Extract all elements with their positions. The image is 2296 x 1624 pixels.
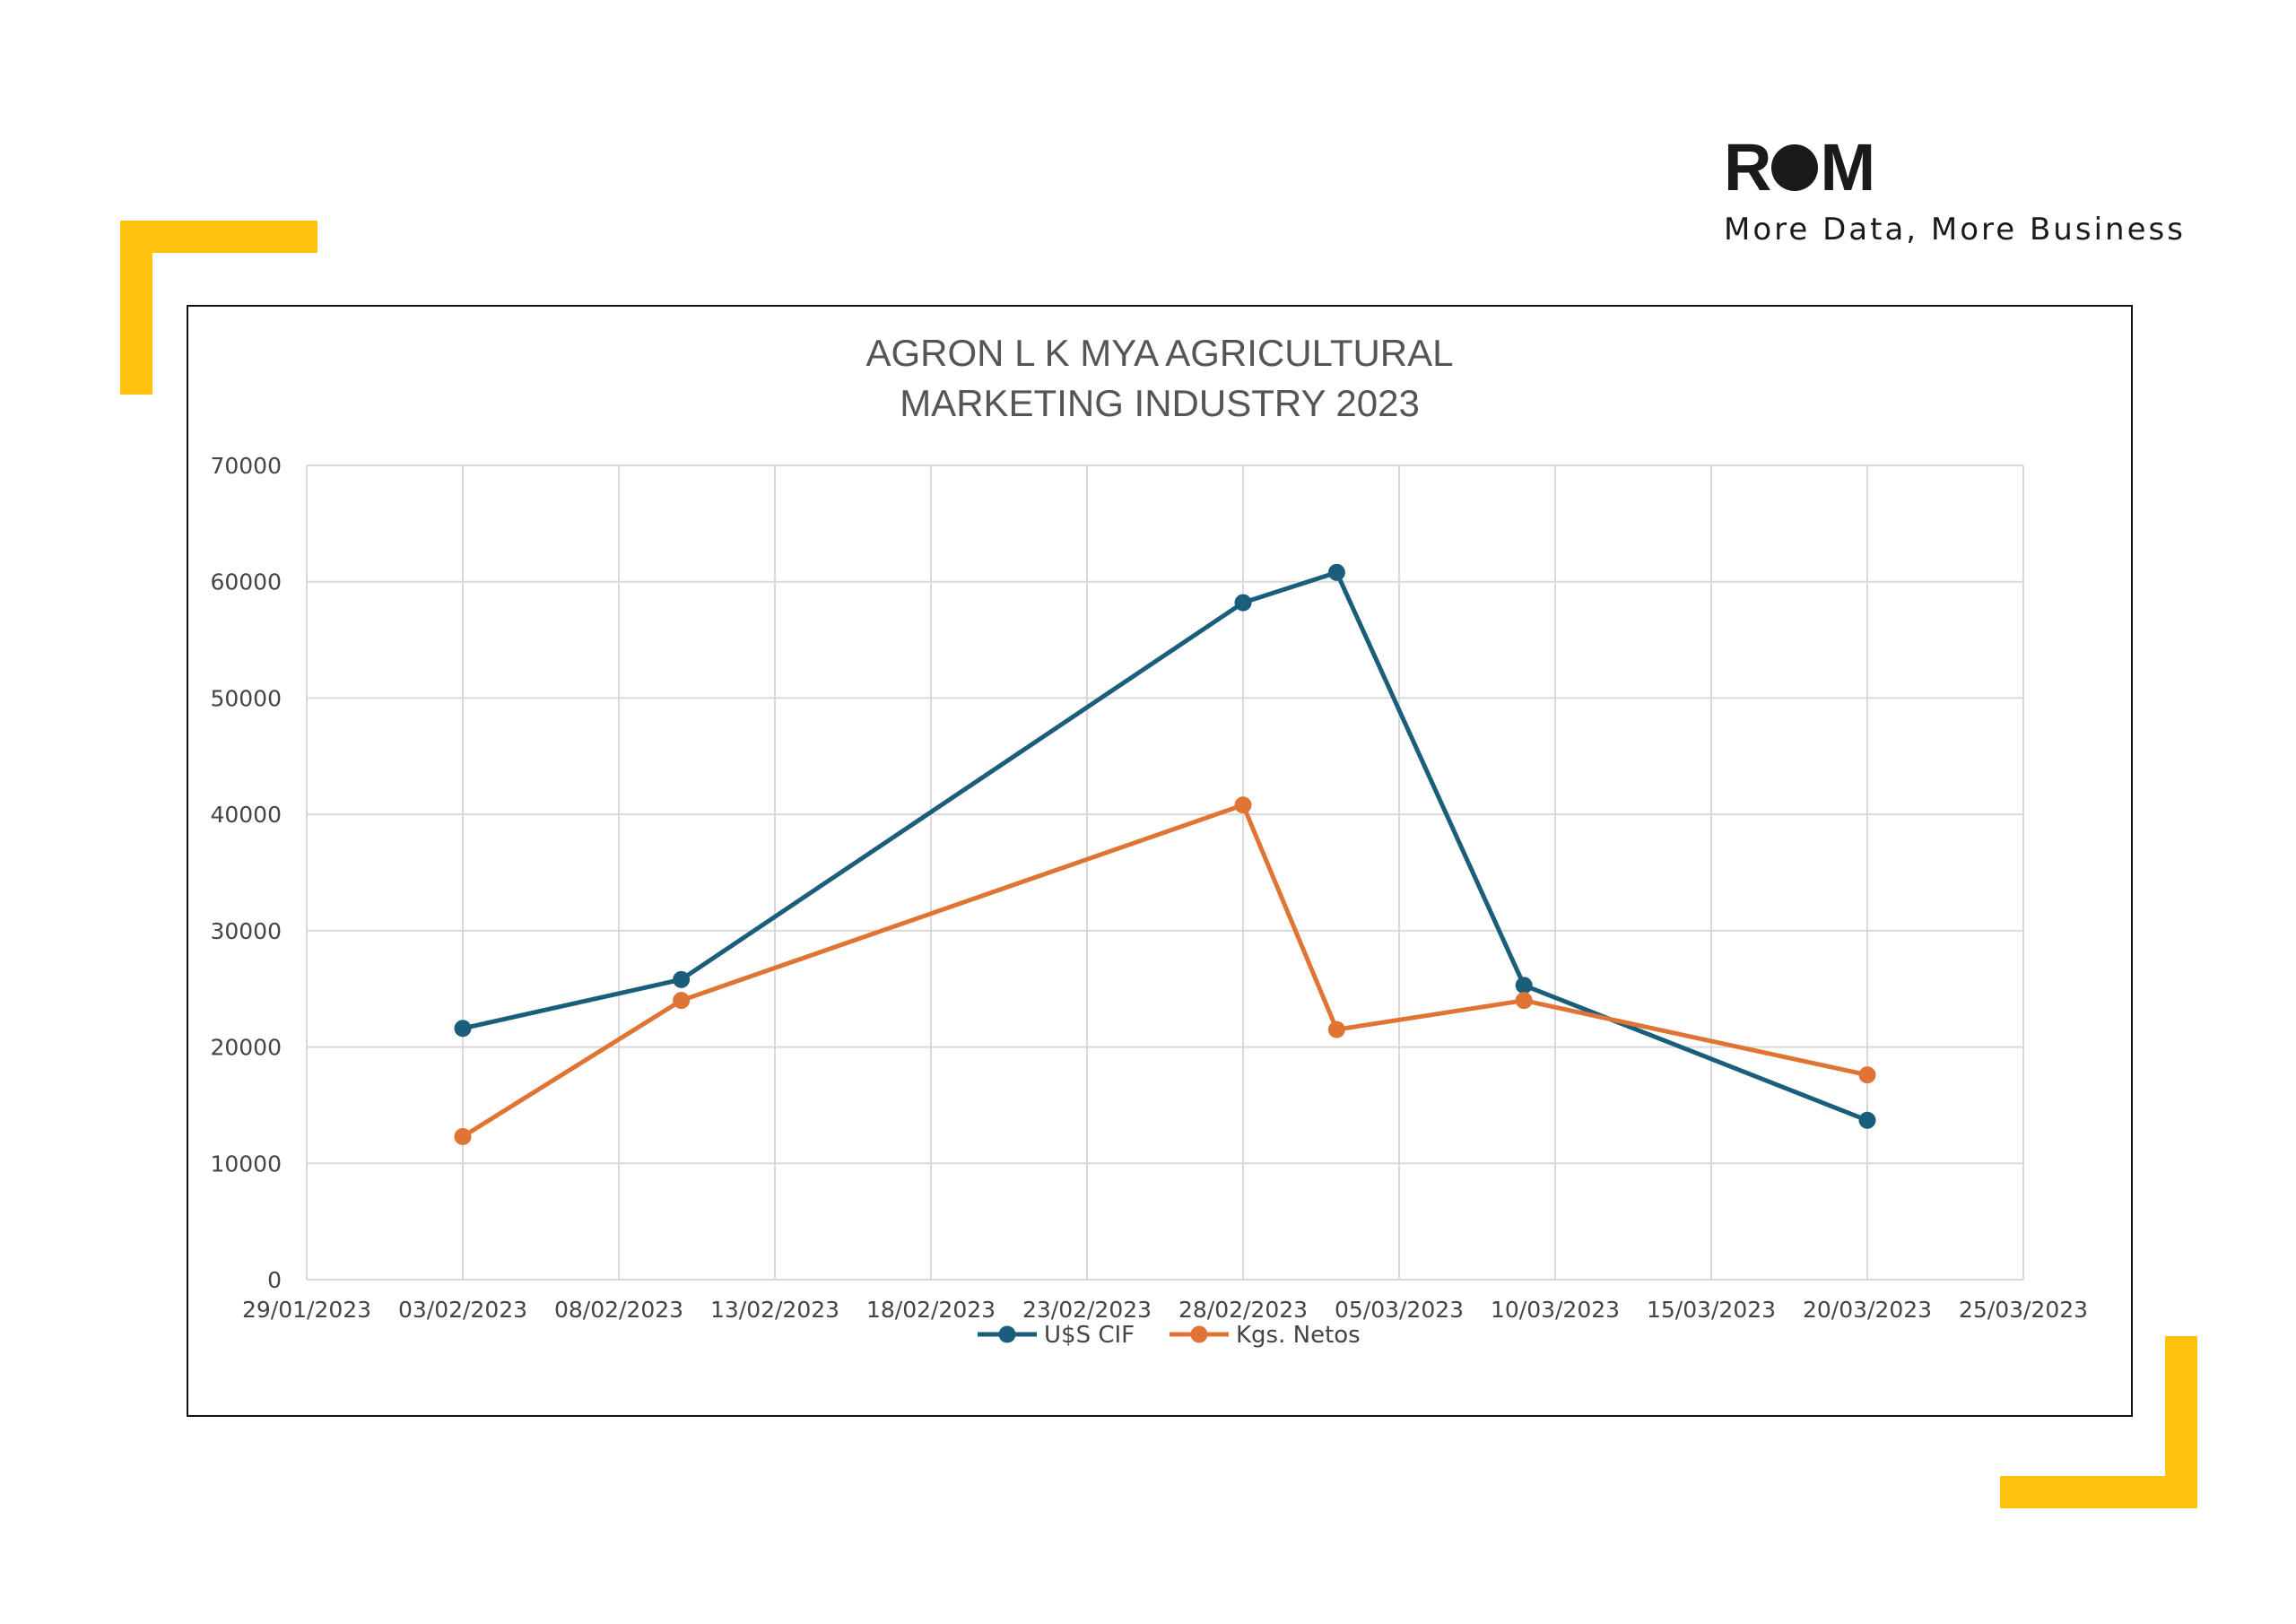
y-tick-label: 0: [267, 1267, 282, 1293]
legend-label: U$S CIF: [1044, 1322, 1135, 1349]
grid-lines: [306, 465, 2024, 1281]
legend-label: Kgs. Netos: [1236, 1322, 1361, 1349]
data-point-series-2: [1234, 796, 1252, 814]
x-tick-label: 28/02/2023: [1178, 1297, 1308, 1323]
y-tick-label: 70000: [210, 453, 282, 479]
x-tick-label: 13/02/2023: [710, 1297, 839, 1323]
axis-labels: 0 10000 20000 30000 40000 50000 60000 70000 29/0…: [210, 453, 2088, 1323]
data-point-series-1: [1515, 977, 1533, 994]
corner-bracket-top-left-vertical: [120, 221, 152, 395]
data-point-series-1: [1234, 594, 1252, 612]
data-point-series-2: [1327, 1020, 1345, 1038]
series-line-1: [462, 569, 1868, 1123]
y-tick-label: 20000: [210, 1035, 282, 1061]
x-tick-label: 25/03/2023: [1959, 1297, 2088, 1323]
y-tick-label: 60000: [210, 569, 282, 595]
chart-title-line-2: MARKETING INDUSTRY 2023: [900, 382, 1420, 424]
x-tick-label: 10/03/2023: [1491, 1297, 1620, 1323]
data-point-series-2: [454, 1127, 472, 1145]
data-point-series-2: [1515, 992, 1533, 1010]
x-tick-label: 20/03/2023: [1803, 1297, 1932, 1323]
y-tick-label: 40000: [210, 802, 282, 828]
data-point-series-1: [1858, 1111, 1876, 1129]
brand-logo-right: M: [1820, 130, 1875, 204]
x-tick-label: 05/03/2023: [1335, 1297, 1464, 1323]
x-tick-label: 29/01/2023: [242, 1297, 371, 1323]
legend: U$S CIF Kgs. Netos: [978, 1322, 1361, 1349]
data-point-series-2: [673, 992, 691, 1010]
x-tick-label: 23/02/2023: [1022, 1297, 1152, 1323]
chart-frame: AGRON L K MYA AGRICULTURAL MARKETING IND…: [187, 305, 2133, 1417]
series-line-2: [461, 803, 1868, 1139]
brand-logo-left: R: [1724, 130, 1771, 204]
corner-bracket-bottom-right-horizontal: [2000, 1476, 2197, 1508]
data-point-series-1: [1327, 563, 1345, 581]
brand-logo-dot: [1771, 144, 1819, 191]
series-lines: [454, 563, 1876, 1145]
chart-title-line-1: AGRON L K MYA AGRICULTURAL: [865, 332, 1453, 374]
data-point-series-2: [1858, 1066, 1876, 1084]
y-tick-label: 30000: [210, 918, 282, 944]
legend-swatch-marker: [1190, 1325, 1208, 1343]
y-tick-label: 50000: [210, 685, 282, 711]
x-tick-label: 18/02/2023: [866, 1297, 996, 1323]
data-point-series-1: [673, 970, 691, 988]
data-point-series-1: [454, 1020, 472, 1038]
y-tick-label: 10000: [210, 1151, 282, 1177]
legend-swatch-marker: [998, 1325, 1016, 1343]
corner-bracket-top-left-horizontal: [120, 221, 317, 253]
brand-tagline: More Data, More Business: [1724, 212, 2186, 248]
x-tick-label: 15/03/2023: [1647, 1297, 1776, 1323]
line-chart: AGRON L K MYA AGRICULTURAL MARKETING IND…: [210, 332, 2088, 1349]
x-tick-label: 08/02/2023: [554, 1297, 683, 1323]
x-tick-label: 03/02/2023: [398, 1297, 527, 1323]
